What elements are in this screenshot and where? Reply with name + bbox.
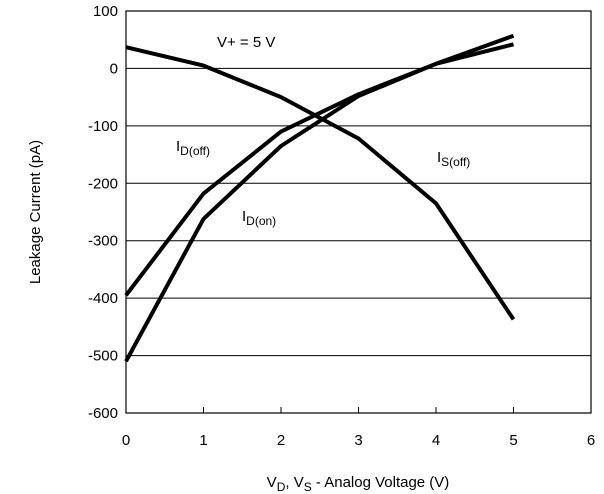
y-tick-label: -600	[88, 405, 118, 422]
series-label-id-off: ID(off)	[176, 138, 210, 158]
y-axis-label: Leakage Current (pA)	[27, 140, 44, 284]
grid-layer	[125, 10, 592, 414]
series-line-id-on	[124, 33, 515, 363]
series-label-id-on: ID(on)	[242, 208, 276, 228]
y-tick-label: -100	[88, 118, 118, 135]
y-tick-label: 0	[110, 60, 118, 77]
y-tick-label: -200	[88, 175, 118, 192]
series-line-is-off	[125, 45, 516, 321]
y-tick-label: -500	[88, 348, 118, 365]
y-tick-label: 100	[93, 3, 118, 20]
x-tick-label: 0	[122, 432, 130, 449]
condition-label: V+ = 5 V	[217, 34, 275, 51]
x-tick-label: 5	[509, 432, 517, 449]
x-axis-label: VD, VS - Analog Voltage (V)	[267, 474, 450, 494]
x-tick-label: 3	[354, 432, 362, 449]
x-tick-labels: 0 1 2 3 4 5 6	[122, 432, 595, 449]
y-tick-label: -300	[88, 233, 118, 250]
series-label-is-off: IS(off)	[437, 149, 470, 169]
y-tick-label: -400	[88, 290, 118, 307]
series-layer	[124, 33, 516, 363]
x-tick-label: 1	[199, 432, 207, 449]
y-tick-labels: 100 0 -100 -200 -300 -400 -500 -600	[88, 3, 118, 422]
plot-frame	[125, 10, 592, 414]
x-tick-label: 2	[277, 432, 285, 449]
x-tick-label: 4	[432, 432, 440, 449]
x-tick-label: 6	[587, 432, 595, 449]
